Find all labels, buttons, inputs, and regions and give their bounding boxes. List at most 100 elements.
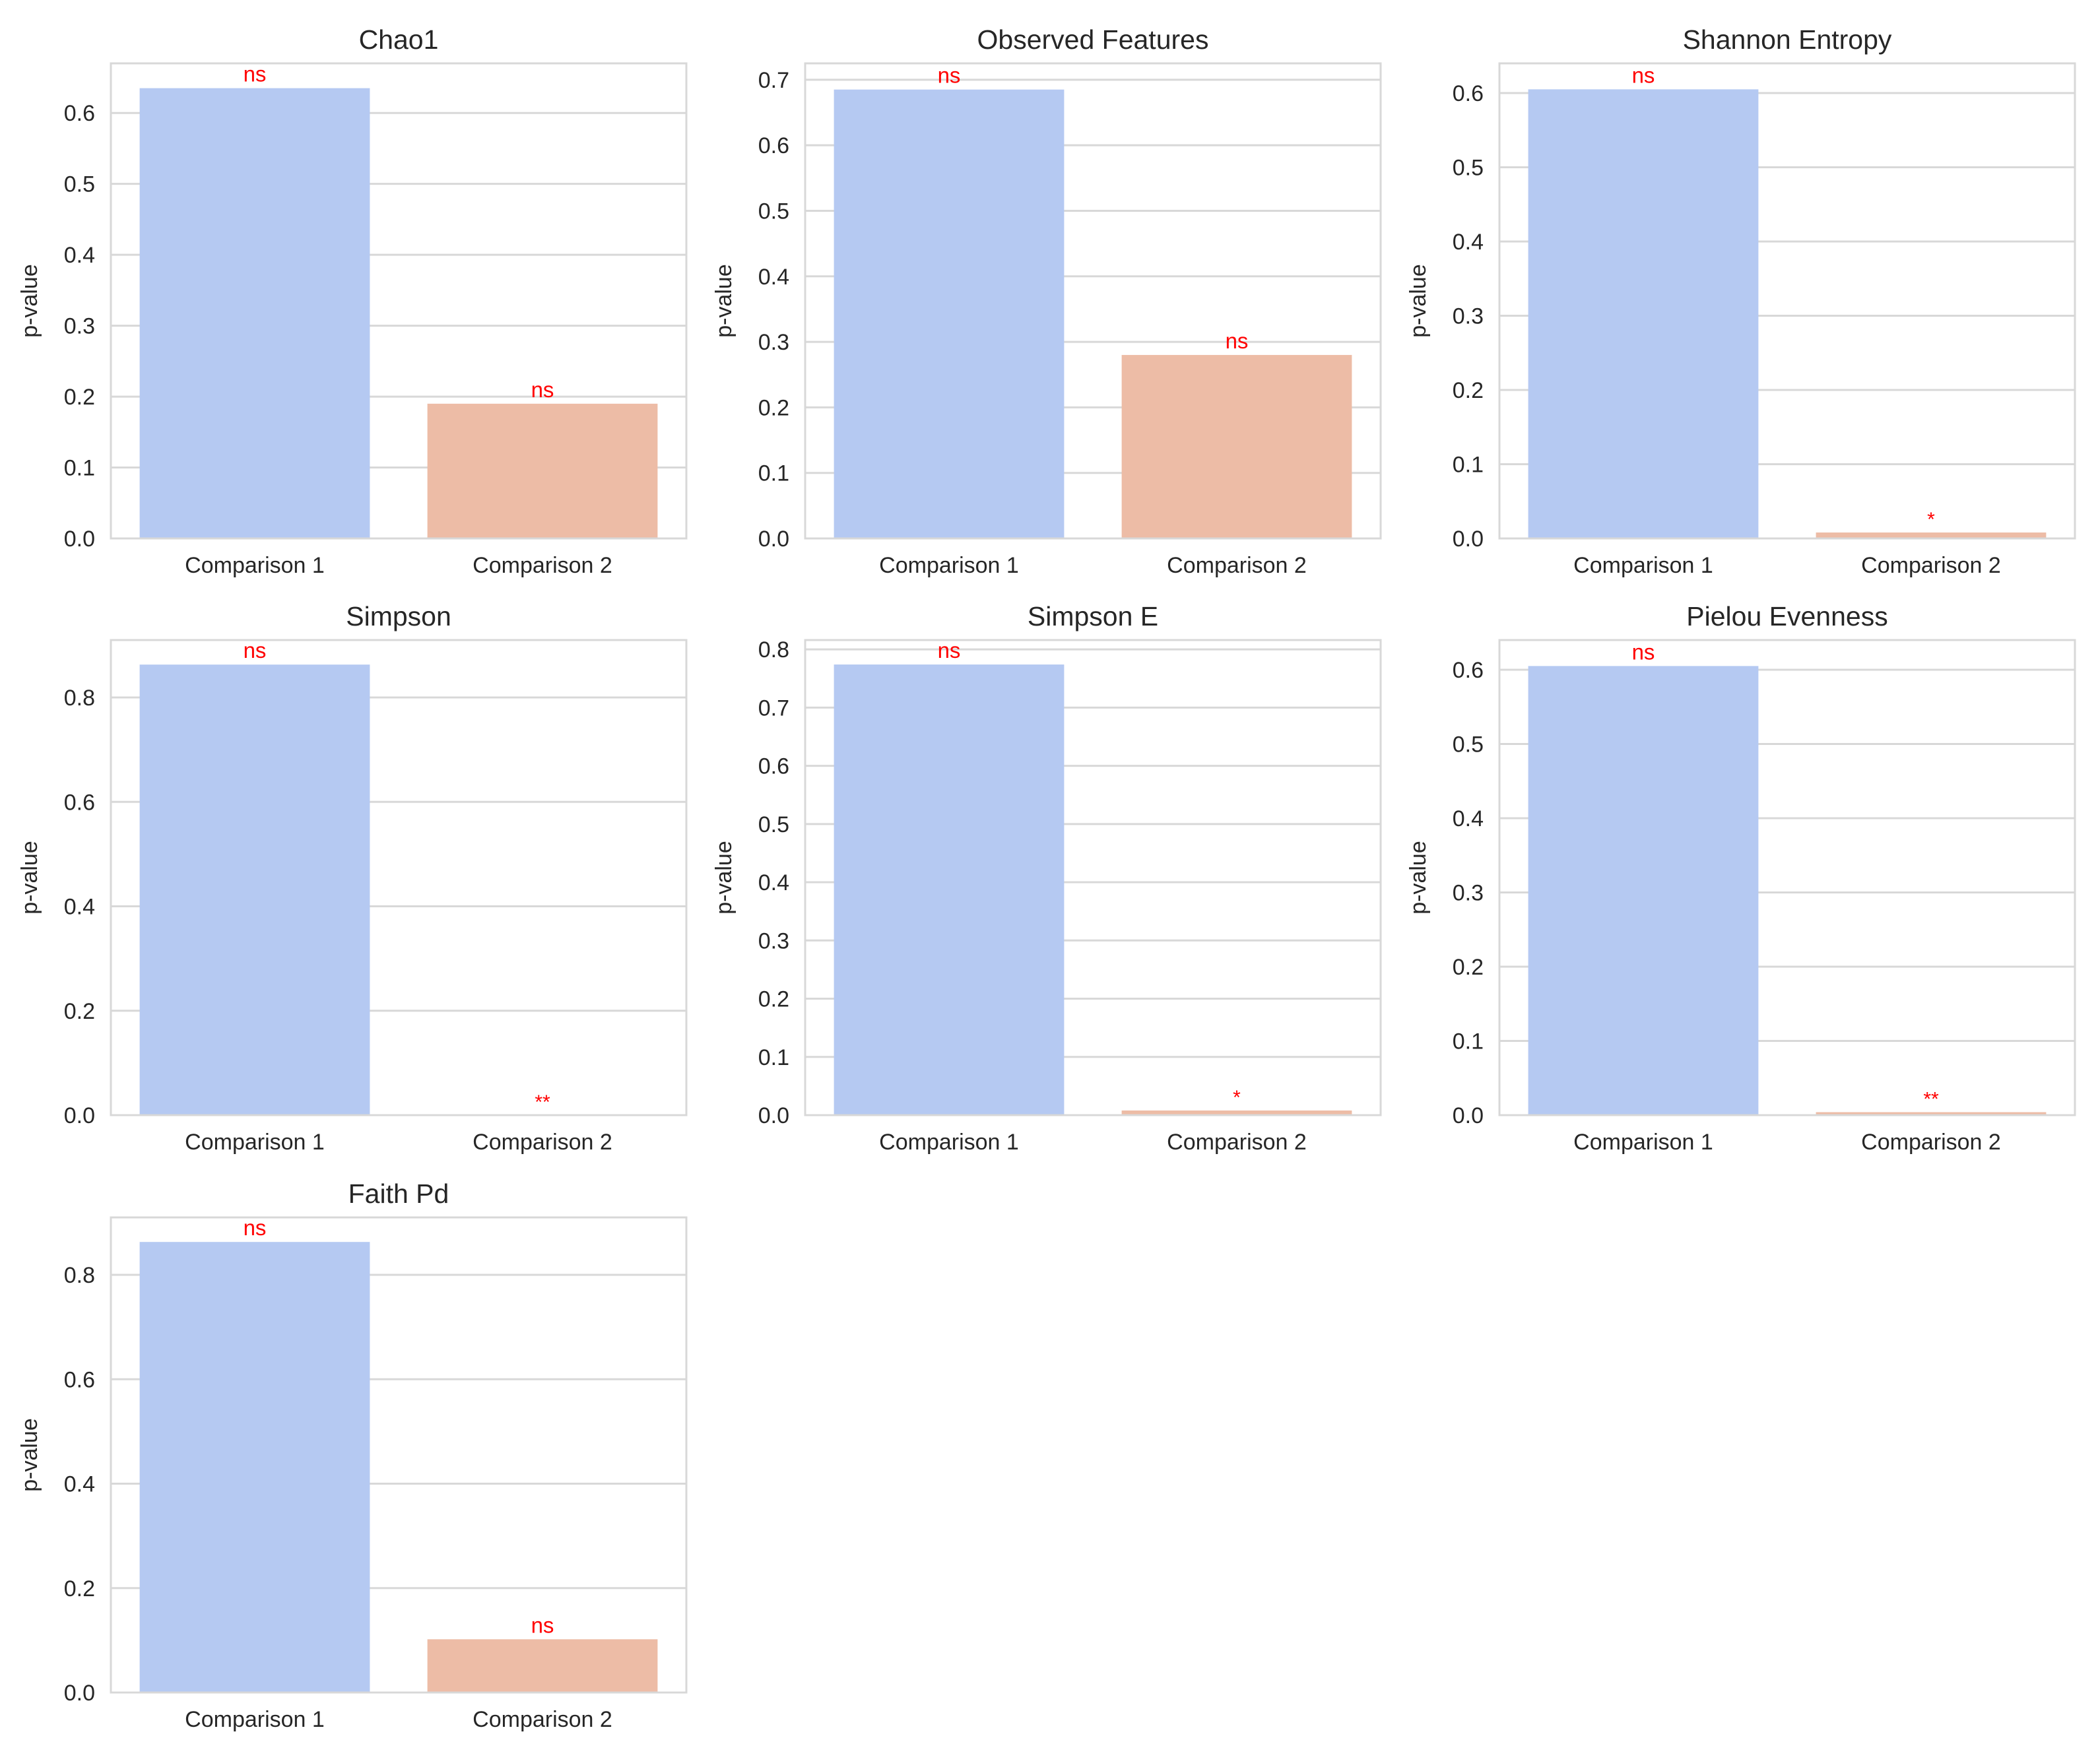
y-tick-label: 0.4 [1453, 806, 1484, 831]
bar-comparison-1 [139, 664, 370, 1115]
y-tick-label: 0.4 [1453, 230, 1484, 255]
axes-frame [110, 639, 688, 1116]
x-tick-label: Comparison 1 [1573, 553, 1713, 578]
significance-label: ns [531, 377, 554, 402]
y-tick-label: 0.5 [758, 199, 789, 224]
subplot-7: ns Comparison 1 ns Comparison 2 0.0 0.2 0.4 0.6… [17, 1178, 688, 1732]
y-tick-label: 0.6 [758, 133, 789, 158]
y-tick-label: 0.2 [64, 385, 95, 410]
y-tick-label: 0.2 [1453, 378, 1484, 403]
y-tick-label: 0.6 [64, 101, 95, 126]
y-axis-label: p-value [17, 264, 42, 338]
y-tick-label: 0.5 [64, 172, 95, 197]
significance-label: ** [1923, 1089, 1939, 1111]
significance-label: ns [1226, 329, 1249, 353]
subplot-2: ns Comparison 1 ns Comparison 2 0.0 0.1 0.2 0.3… [711, 24, 1382, 578]
axes-frame [1498, 62, 2076, 540]
y-tick-label: 0.0 [758, 1103, 789, 1128]
y-tick-label: 0.1 [1453, 453, 1484, 478]
bar-comparison-2 [1121, 354, 1352, 538]
y-tick-label: 0.6 [1453, 658, 1484, 683]
axes-frame [110, 1216, 688, 1694]
y-tick-label: 0.0 [64, 1103, 95, 1128]
y-tick-label: 0.1 [758, 1045, 789, 1070]
subplot-title: Chao1 [359, 24, 439, 55]
y-tick-label: 0.4 [758, 870, 789, 895]
y-tick-label: 0.2 [758, 987, 789, 1012]
subplot-3: ns Comparison 1 * Comparison 2 0.0 0.1 0.2 0.3 0… [1406, 24, 2076, 578]
axes-frame [110, 62, 688, 540]
significance-label: ns [938, 638, 961, 662]
subplot-6: ns Comparison 1 ** Comparison 2 0.0 0.1 0.2 0.3… [1406, 601, 2076, 1155]
bar-comparison-1 [1528, 666, 1759, 1115]
y-tick-label: 0.3 [1453, 881, 1484, 906]
y-tick-label: 0.0 [758, 527, 789, 552]
significance-label: ns [1632, 639, 1655, 664]
y-tick-label: 0.8 [758, 637, 789, 662]
bar-comparison-2 [427, 403, 658, 538]
y-tick-label: 0.3 [1453, 304, 1484, 329]
y-axis-label: p-value [17, 841, 42, 915]
y-tick-label: 0.0 [64, 1681, 95, 1706]
bar-comparison-2 [1816, 1112, 2047, 1115]
y-tick-label: 0.6 [758, 754, 789, 779]
y-tick-label: 0.2 [64, 1576, 95, 1601]
significance-label: ns [938, 63, 961, 88]
y-tick-label: 0.5 [1453, 156, 1484, 181]
bar-comparison-2 [427, 1639, 658, 1693]
significance-label: ns [244, 638, 267, 662]
axes-frame [1498, 639, 2076, 1116]
subplot-title: Faith Pd [348, 1178, 449, 1209]
y-tick-label: 0.8 [64, 686, 95, 711]
bar-comparison-2 [1816, 532, 2047, 538]
subplot-title: Simpson E [1028, 601, 1158, 631]
x-tick-label: Comparison 2 [1861, 1130, 2001, 1155]
bar-comparison-2 [1121, 1110, 1352, 1115]
subplot-title: Pielou Evenness [1686, 601, 1887, 631]
x-tick-label: Comparison 1 [185, 553, 325, 578]
y-axis-label: p-value [1406, 841, 1431, 915]
x-tick-label: Comparison 2 [1167, 553, 1307, 578]
y-tick-label: 0.6 [64, 1367, 95, 1392]
y-tick-label: 0.1 [1453, 1029, 1484, 1054]
significance-label: * [1233, 1087, 1241, 1109]
y-tick-label: 0.0 [1453, 1103, 1484, 1128]
y-tick-label: 0.3 [758, 330, 789, 355]
y-tick-label: 0.0 [64, 527, 95, 552]
bar-comparison-1 [139, 1242, 370, 1693]
bar-comparison-1 [1528, 89, 1759, 538]
x-tick-label: Comparison 1 [185, 1130, 325, 1155]
y-tick-label: 0.1 [64, 456, 95, 481]
x-tick-label: Comparison 2 [473, 553, 612, 578]
y-tick-label: 0.0 [1453, 527, 1484, 552]
y-axis-label: p-value [1406, 264, 1431, 338]
bar-comparison-1 [834, 664, 1065, 1115]
subplot-1: ns Comparison 1 ns Comparison 2 0.0 0.1 0.2 0.3… [17, 24, 688, 578]
x-tick-label: Comparison 2 [1167, 1130, 1307, 1155]
y-axis-label: p-value [17, 1418, 42, 1492]
x-tick-label: Comparison 1 [879, 553, 1019, 578]
axes-frame [804, 62, 1382, 540]
y-tick-label: 0.6 [64, 790, 95, 815]
significance-label: ** [535, 1091, 550, 1113]
significance-label: ns [531, 1613, 554, 1637]
y-tick-label: 0.2 [1453, 955, 1484, 980]
x-tick-label: Comparison 2 [473, 1130, 612, 1155]
y-tick-label: 0.7 [758, 695, 789, 721]
y-tick-label: 0.8 [64, 1263, 95, 1288]
y-tick-label: 0.4 [758, 265, 789, 290]
subplot-title: Simpson [346, 601, 451, 631]
y-tick-label: 0.4 [64, 243, 95, 268]
significance-label: ns [244, 62, 267, 86]
x-tick-label: Comparison 1 [879, 1130, 1019, 1155]
axes-frame [804, 639, 1382, 1116]
subplot-title: Shannon Entropy [1683, 24, 1892, 55]
x-tick-label: Comparison 1 [1573, 1130, 1713, 1155]
y-tick-label: 0.5 [758, 812, 789, 837]
y-tick-label: 0.7 [758, 68, 789, 93]
bar-comparison-1 [139, 88, 370, 538]
y-tick-label: 0.2 [64, 999, 95, 1024]
y-tick-label: 0.2 [758, 395, 789, 420]
significance-label: ns [1632, 63, 1655, 87]
